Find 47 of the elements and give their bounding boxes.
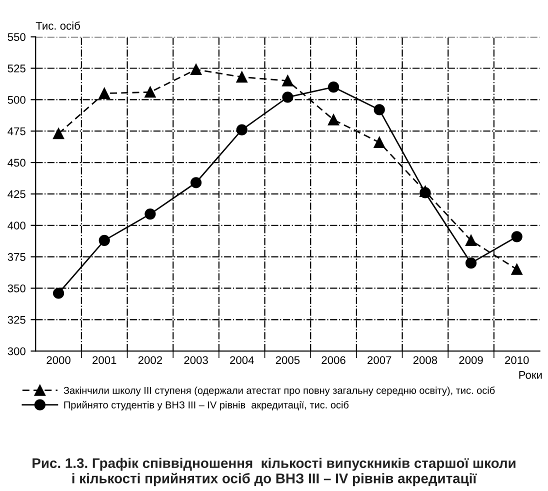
point: [374, 136, 385, 148]
point: [282, 92, 294, 103]
x-tick-label: 2000: [46, 356, 70, 364]
x-tick-label: 2010: [505, 356, 529, 364]
x-tick-label: 2004: [230, 356, 254, 364]
x-tick-label: 2009: [459, 356, 483, 364]
legend-label: Прийнято студентів у ВНЗ III – IV рівнів акредитації, тис. осіб: [64, 400, 349, 410]
point: [52, 128, 64, 140]
point: [511, 231, 522, 242]
point: [465, 234, 477, 246]
x-tick-label: 2008: [413, 356, 438, 364]
point: [328, 114, 340, 126]
x-tick-label: 2005: [276, 356, 300, 364]
point: [282, 75, 294, 86]
legend-label: Закінчили школу III ступеня (одержали атестат про повну загальну середню освіту), тис. осіб: [64, 386, 495, 396]
point: [465, 258, 477, 269]
x-axis-title: Роки: [519, 371, 542, 379]
y-axis-title: Тис. осіб: [36, 21, 80, 30]
y-tick-label: 425: [8, 190, 26, 198]
point: [328, 82, 340, 93]
y-tick-label: 500: [8, 96, 26, 104]
point: [190, 64, 202, 76]
y-tick-label: 325: [8, 316, 26, 324]
y-tick-label: 300: [8, 347, 26, 356]
point: [190, 177, 202, 188]
point: [144, 86, 156, 98]
text: Рис. 1.3. Графік співвідношення кількості випускників старшої школи і кількості прийнятих осіб до ВНЗ III – IV рівнів акредитації: [32, 458, 516, 486]
point: [511, 264, 522, 275]
y-tick-label: 375: [8, 253, 26, 261]
x-tick-label: 2007: [368, 356, 392, 364]
point: [236, 124, 248, 136]
point: [236, 71, 248, 83]
point: [374, 104, 385, 116]
y-tick-label: 550: [8, 33, 26, 41]
x-tick-label: 2006: [322, 356, 346, 364]
point: [98, 88, 110, 99]
y-tick-label: 450: [8, 158, 26, 167]
x-tick-label: 2002: [138, 356, 162, 364]
point: [52, 288, 64, 299]
y-tick-label: 475: [8, 127, 26, 136]
x-tick-label: 2003: [184, 356, 208, 364]
y-tick-label: 525: [8, 64, 26, 72]
y-tick-label: 350: [8, 284, 26, 292]
point: [98, 234, 110, 246]
point: [144, 208, 156, 220]
x-tick-label: 2001: [92, 356, 116, 364]
y-tick-label: 400: [8, 222, 26, 230]
